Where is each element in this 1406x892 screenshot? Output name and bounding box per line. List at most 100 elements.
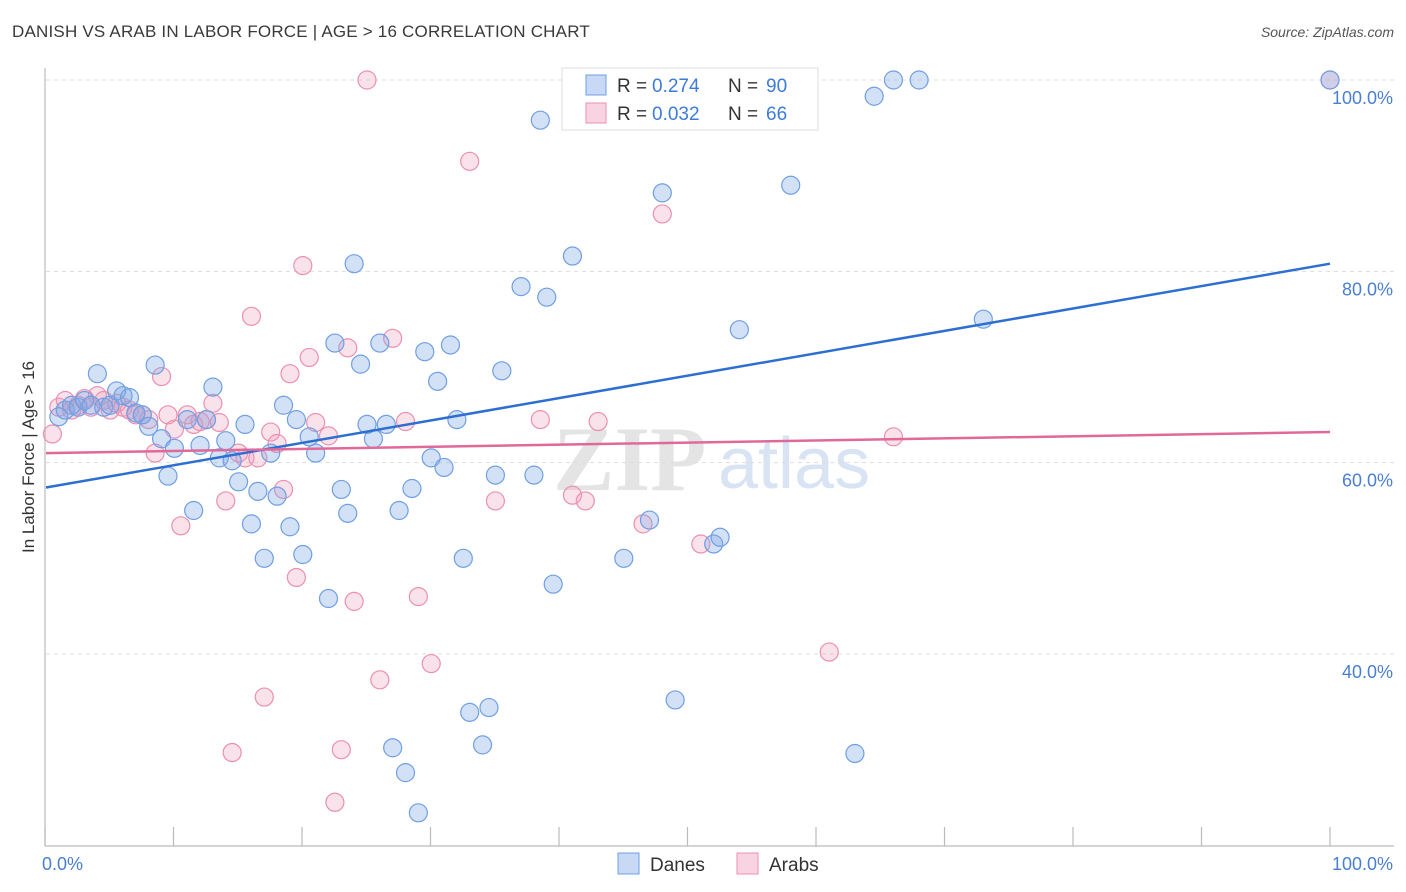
arab-point-20 [171,516,191,536]
dane-point-42 [331,479,351,500]
dane-point-20 [184,500,204,521]
arab-point-52 [460,151,480,171]
dane-point-67 [511,277,531,297]
arab-point-65 [357,70,377,90]
legend-arabs-r-value: 0.032 [652,104,700,125]
watermark-zip: ZIP [553,408,706,510]
arab-point-62 [883,427,904,447]
dane-point-25 [216,431,236,451]
dane-point-83 [864,86,884,106]
dane-point-43 [338,503,358,523]
arab-point-34 [261,422,281,442]
arab-point-43 [325,792,345,812]
dane-point-65 [485,465,505,485]
dane-point-30 [248,481,268,501]
dane-point-29 [241,514,262,534]
dane-point-64 [479,697,499,718]
legend-arabs-swatch [585,102,607,124]
dane-point-57 [428,371,448,391]
series-legend: Danes Arabs [617,852,819,876]
x-tick-labels: 0.0% 100.0% [42,854,1393,874]
dane-point-28 [235,414,255,434]
dane-point-70 [537,287,557,307]
arab-point-16 [145,443,165,463]
dane-points [49,70,1340,823]
dane-point-14 [139,416,159,436]
arab-points [42,70,1340,812]
dane-point-50 [383,738,403,758]
dane-point-49 [376,414,396,434]
dane-point-33 [267,486,287,506]
arab-point-47 [370,670,390,690]
dane-point-17 [158,466,178,486]
arab-point-41 [306,412,326,433]
legend-arabs-n-value: 66 [766,104,787,125]
arab-point-19 [164,419,184,439]
dane-point-23 [203,377,223,397]
dane-point-54 [408,803,428,823]
dane-point-46 [357,414,377,434]
dane-point-69 [530,110,550,130]
axes [44,68,1394,847]
dane-point-56 [421,448,441,468]
dane-point-66 [492,361,512,381]
legend-danes-r-label: R = [617,76,647,97]
dane-point-44 [344,254,364,274]
dane-point-81 [781,175,801,195]
dane-point-71 [543,574,563,594]
bottom-legend-arabs-label: Arabs [769,855,819,876]
dane-point-48 [370,333,390,353]
dane-point-35 [280,517,300,537]
dane-point-39 [306,443,326,463]
arab-point-61 [819,642,839,662]
arab-point-51 [421,653,441,674]
arab-point-27 [216,491,236,511]
dane-point-68 [524,465,544,485]
dane-point-45 [350,354,371,374]
arab-point-40 [299,347,319,368]
bottom-legend-danes-label: Danes [650,855,705,876]
dane-point-27 [229,472,249,492]
dane-point-13 [132,405,152,425]
stats-legend: R = 0.274 N = 90 R = 0.032 N = 66 [561,67,819,131]
arab-point-50 [408,586,428,607]
arab-point-33 [254,687,274,707]
gridlines [46,79,1394,655]
watermark-atlas: atlas [718,424,870,504]
y-tick-label-2: 80.0% [1342,279,1393,299]
dane-point-52 [395,763,416,783]
dane-point-84 [883,70,904,90]
arab-point-44 [331,740,351,760]
dane-point-8 [100,395,120,415]
arab-point-17 [151,366,172,387]
dane-point-36 [286,410,306,430]
dane-point-74 [614,548,634,568]
arab-point-48 [383,328,403,348]
dane-point-18 [164,438,184,458]
dane-point-59 [440,335,461,355]
legend-danes-n-value: 90 [766,76,787,97]
dane-point-16 [151,429,172,449]
legend-arabs-r-label: R = [617,104,647,125]
dane-point-79 [710,527,730,547]
arab-point-31 [241,306,262,326]
arab-point-38 [286,567,306,588]
dane-point-58 [434,457,454,478]
dane-point-37 [293,544,313,565]
x-tick-label-0: 0.0% [42,854,83,874]
dane-point-80 [729,320,749,340]
dane-point-22 [196,410,217,430]
dane-point-85 [909,70,929,90]
arabs-trend-line [45,430,1331,455]
dane-point-72 [562,246,583,266]
bottom-legend-danes-swatch [617,852,640,875]
arab-point-39 [293,255,313,276]
y-tick-label-0: 40.0% [1342,662,1393,682]
dane-point-77 [665,690,685,710]
legend-danes-swatch [585,74,607,96]
dane-point-82 [845,743,865,764]
dane-point-53 [402,478,422,499]
dane-point-62 [460,702,480,722]
legend-danes-n-label: N = [728,76,758,97]
